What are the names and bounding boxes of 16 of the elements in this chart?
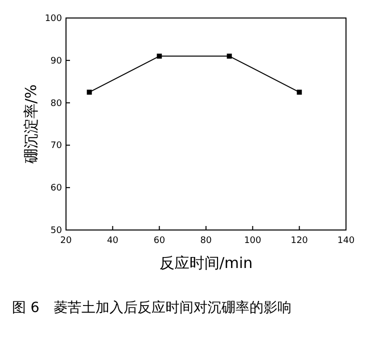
y-tick-label: 100 [44, 14, 62, 24]
x-tick-label: 120 [290, 236, 308, 246]
y-axis-title: 硼沉淀率/% [22, 84, 40, 165]
x-tick-label: 80 [200, 236, 212, 246]
x-axis-title: 反应时间/min [159, 254, 253, 272]
y-tick-label: 90 [50, 56, 62, 66]
y-tick-label: 50 [50, 226, 62, 236]
x-tick-label: 60 [154, 236, 166, 246]
x-tick-label: 20 [60, 236, 72, 246]
x-tick-label: 40 [106, 236, 119, 246]
y-tick-label: 60 [50, 184, 62, 194]
y-tick-label: 70 [50, 141, 62, 152]
caption: 图 6 菱苦土加入后反应时间对沉硼率的影响 [12, 300, 292, 316]
y-tick-label: 80 [50, 98, 62, 109]
x-tick-label: 100 [244, 236, 262, 246]
x-tick-label: 140 [337, 236, 355, 246]
